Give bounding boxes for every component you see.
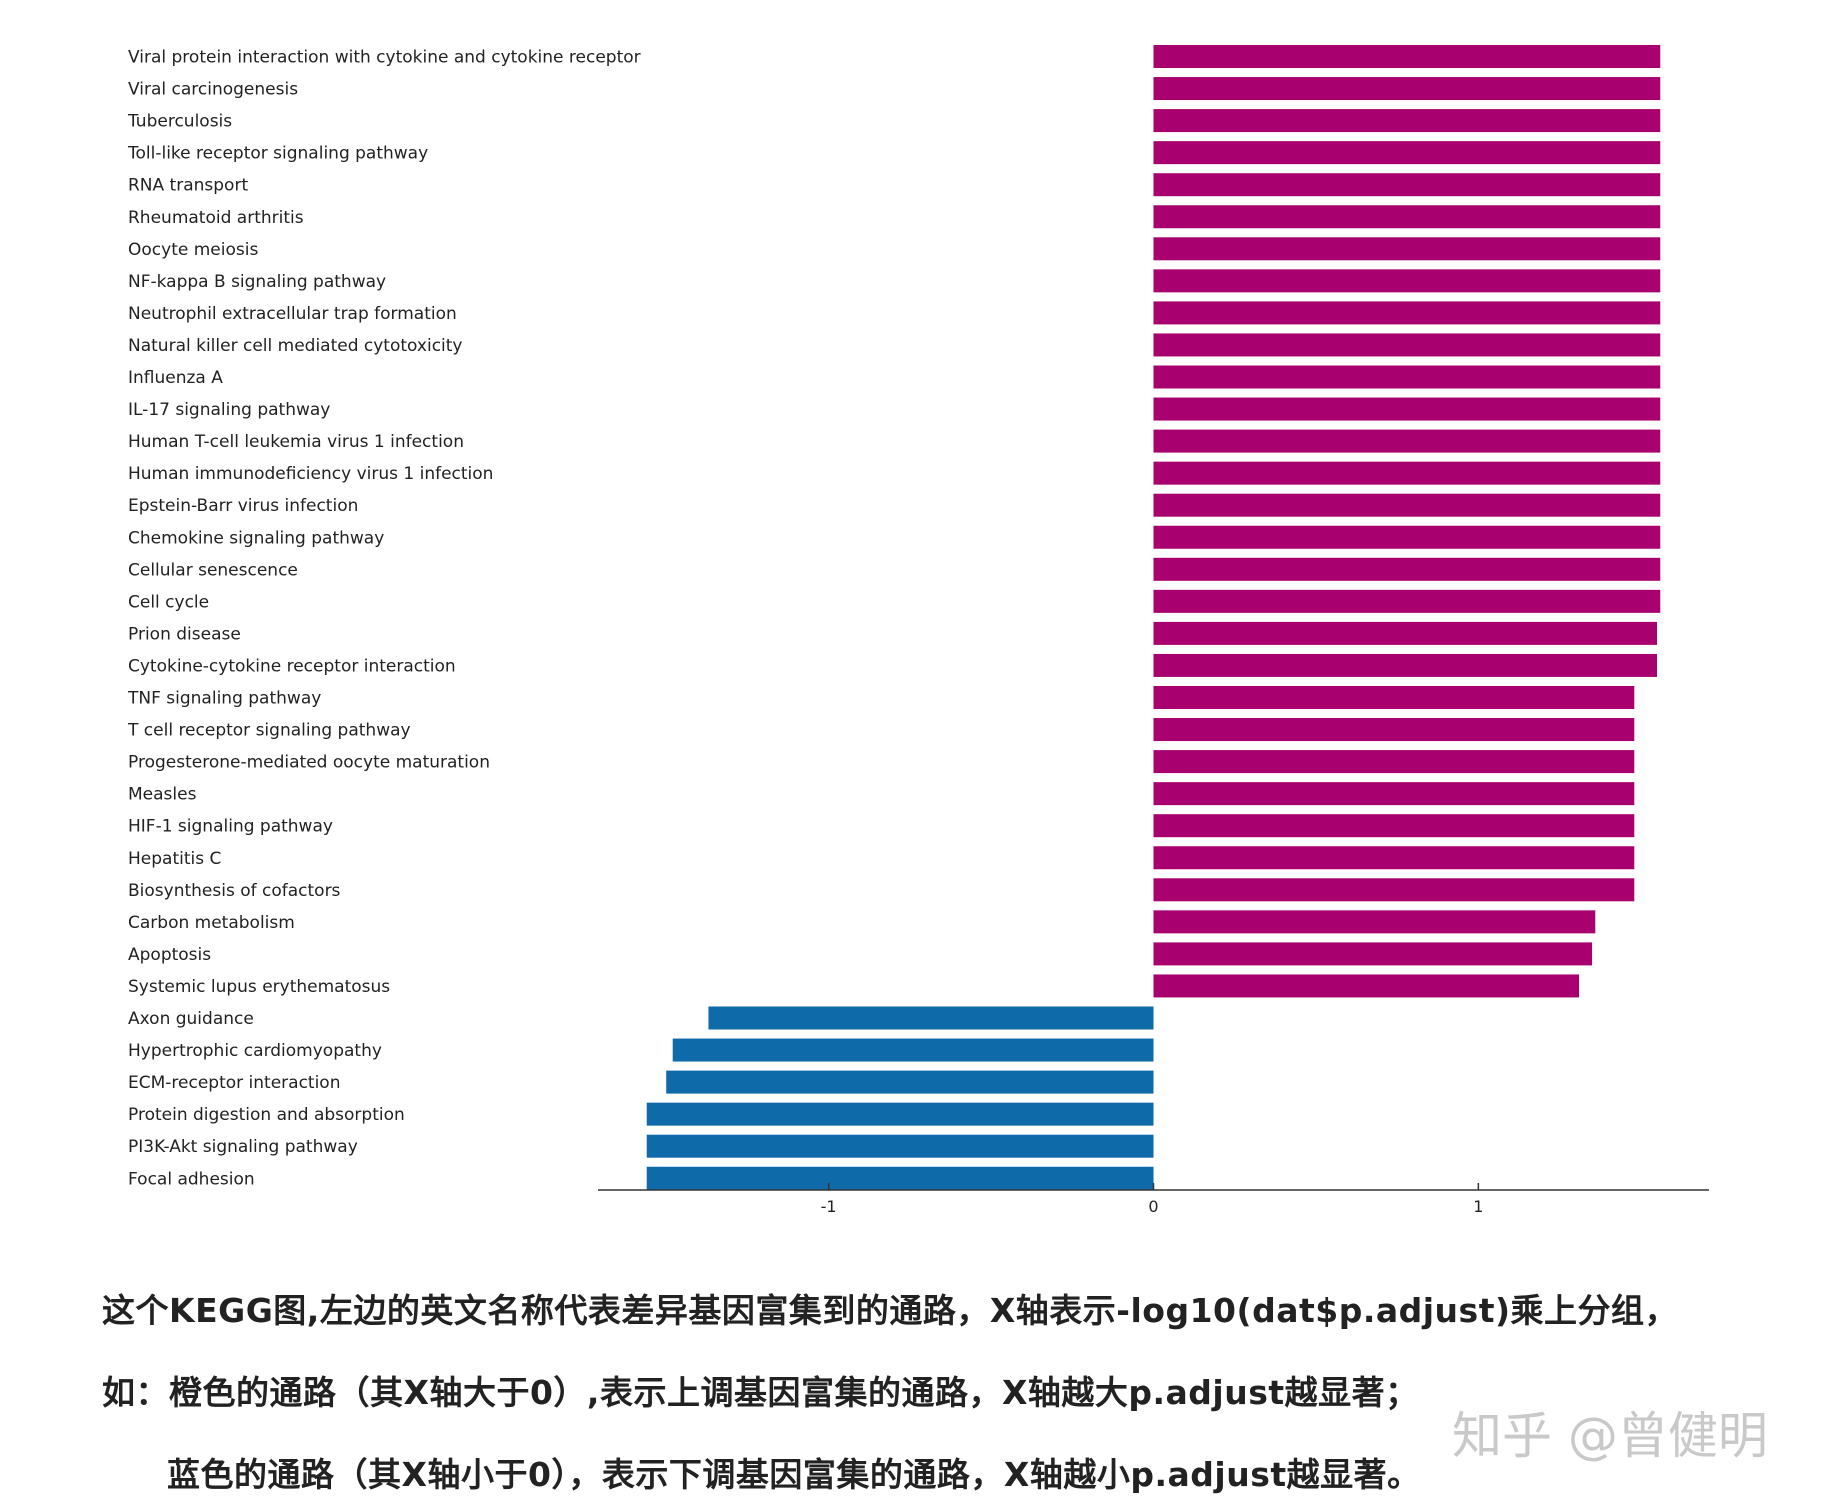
- category-label: Biosynthesis of cofactors: [128, 881, 341, 901]
- bar-2: [1153, 77, 1661, 101]
- x-tick-label: 1: [1473, 1197, 1483, 1216]
- category-label: Apoptosis: [128, 945, 211, 965]
- category-label: NF-kappa B signaling pathway: [128, 272, 386, 292]
- kegg-bar-chart: Viral protein interaction with cytokine …: [127, 45, 1709, 1216]
- bar-34: [646, 1102, 1154, 1126]
- category-label: IL-17 signaling pathway: [128, 400, 330, 420]
- bar-20: [1153, 653, 1658, 677]
- bar-24: [1153, 782, 1635, 806]
- caption-line-2: 如：橙色的通路（其X轴大于0）,表示上调基因富集的通路，X轴越大p.adjust…: [102, 1373, 1419, 1412]
- category-label: Oocyte meiosis: [128, 240, 258, 260]
- x-tick-label: 0: [1148, 1197, 1158, 1216]
- bar-11: [1153, 365, 1661, 389]
- bar-33: [666, 1070, 1154, 1094]
- bar-1: [1153, 45, 1661, 68]
- bar-4: [1153, 141, 1661, 165]
- category-label: Natural killer cell mediated cytotoxicit…: [128, 336, 463, 356]
- category-label: Carbon metabolism: [128, 913, 295, 933]
- bar-12: [1153, 397, 1661, 421]
- bar-22: [1153, 718, 1635, 742]
- category-label: Influenza A: [128, 368, 223, 388]
- caption-line-3: 蓝色的通路（其X轴小于0），表示下调基因富集的通路，X轴越小p.adjust越显…: [167, 1455, 1421, 1494]
- bar-17: [1153, 557, 1661, 581]
- bar-13: [1153, 429, 1661, 453]
- bar-32: [672, 1038, 1154, 1062]
- category-label: Viral protein interaction with cytokine …: [128, 48, 641, 68]
- category-label: Human immunodeficiency virus 1 infection: [128, 464, 493, 484]
- bar-36: [646, 1166, 1154, 1190]
- category-label: Viral carcinogenesis: [128, 80, 298, 100]
- category-label: Tuberculosis: [127, 112, 232, 132]
- x-tick-label: -1: [821, 1197, 837, 1216]
- bar-16: [1153, 525, 1661, 549]
- bar-6: [1153, 205, 1661, 229]
- bar-19: [1153, 621, 1658, 645]
- bar-29: [1153, 942, 1593, 966]
- category-label: T cell receptor signaling pathway: [127, 721, 411, 741]
- bar-14: [1153, 461, 1661, 485]
- watermark: 知乎 @曾健明: [1452, 1407, 1768, 1465]
- bar-31: [708, 1006, 1154, 1030]
- bar-30: [1153, 974, 1580, 998]
- category-label: Protein digestion and absorption: [128, 1105, 405, 1125]
- category-label: HIF-1 signaling pathway: [128, 817, 333, 837]
- bar-8: [1153, 269, 1661, 293]
- bar-5: [1153, 173, 1661, 197]
- category-label: Hypertrophic cardiomyopathy: [128, 1041, 382, 1061]
- bars-group: [646, 45, 1661, 1190]
- category-label: Rheumatoid arthritis: [128, 208, 304, 228]
- bar-23: [1153, 750, 1635, 774]
- category-label: Measles: [128, 785, 197, 805]
- category-label: PI3K-Akt signaling pathway: [128, 1137, 358, 1157]
- category-label: Focal adhesion: [128, 1169, 255, 1189]
- bar-3: [1153, 109, 1661, 133]
- category-label: RNA transport: [128, 176, 248, 196]
- category-label: Toll-like receptor signaling pathway: [127, 144, 428, 164]
- category-label: Progesterone-mediated oocyte maturation: [128, 753, 490, 773]
- category-label: Prion disease: [128, 624, 241, 644]
- bar-18: [1153, 589, 1661, 613]
- category-label: Chemokine signaling pathway: [128, 528, 384, 548]
- category-label: Neutrophil extracellular trap formation: [128, 304, 457, 324]
- category-label: TNF signaling pathway: [127, 689, 321, 709]
- bar-26: [1153, 846, 1635, 870]
- bar-25: [1153, 814, 1635, 838]
- x-axis: -1 0 1: [598, 1183, 1709, 1216]
- category-label: Cytokine-cytokine receptor interaction: [128, 656, 456, 676]
- bar-21: [1153, 686, 1635, 709]
- category-label: Axon guidance: [128, 1009, 254, 1029]
- caption-line-1: 这个KEGG图,左边的英文名称代表差异基因富集到的通路，X轴表示-log10(d…: [102, 1291, 1679, 1330]
- bar-27: [1153, 878, 1635, 902]
- category-labels-group: Viral protein interaction with cytokine …: [127, 48, 641, 1190]
- category-label: ECM-receptor interaction: [128, 1073, 340, 1093]
- category-label: Cellular senescence: [128, 560, 298, 580]
- bar-28: [1153, 910, 1596, 934]
- bar-7: [1153, 237, 1661, 261]
- category-label: Hepatitis C: [128, 849, 221, 869]
- category-label: Systemic lupus erythematosus: [128, 977, 390, 997]
- bar-9: [1153, 301, 1661, 325]
- bar-15: [1153, 493, 1661, 517]
- category-label: Epstein-Barr virus infection: [128, 496, 358, 516]
- category-label: Human T-cell leukemia virus 1 infection: [128, 432, 464, 452]
- category-label: Cell cycle: [128, 592, 209, 612]
- bar-35: [646, 1134, 1154, 1158]
- bar-10: [1153, 333, 1661, 357]
